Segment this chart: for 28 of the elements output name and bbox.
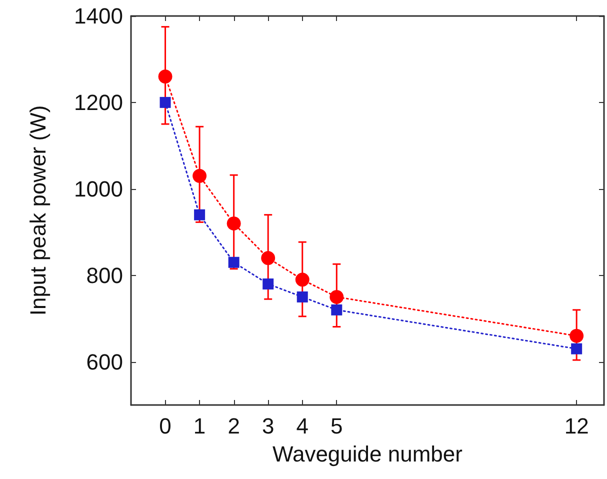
- x-tick-label: 4: [296, 414, 308, 438]
- x-tick-label: 12: [564, 414, 589, 438]
- y-tick-label: 600: [86, 349, 123, 374]
- y-axis-title: Input peak power (W): [26, 105, 50, 316]
- point: [570, 328, 584, 343]
- y-tick-label: 1200: [74, 90, 123, 115]
- point: [571, 343, 582, 354]
- point: [261, 251, 276, 266]
- y-tick-label: 1400: [74, 4, 123, 28]
- point: [194, 209, 206, 220]
- point: [262, 278, 274, 290]
- point: [226, 216, 241, 230]
- x-tick-label: 0: [159, 414, 172, 438]
- point: [295, 272, 310, 287]
- point: [331, 304, 342, 316]
- point: [158, 70, 172, 84]
- y-tick-label: 1000: [74, 176, 123, 202]
- point: [192, 168, 207, 183]
- x-tick-label: 5: [330, 414, 343, 438]
- x-tick-label: 2: [228, 414, 240, 438]
- point: [160, 96, 171, 108]
- x-tick-label: 3: [262, 414, 274, 438]
- point: [228, 256, 240, 268]
- point: [330, 290, 344, 304]
- x-axis-title: Waveguide number: [272, 442, 462, 466]
- point: [296, 291, 308, 302]
- y-tick-label: 800: [86, 262, 123, 288]
- x-tick-label: 1: [193, 414, 206, 438]
